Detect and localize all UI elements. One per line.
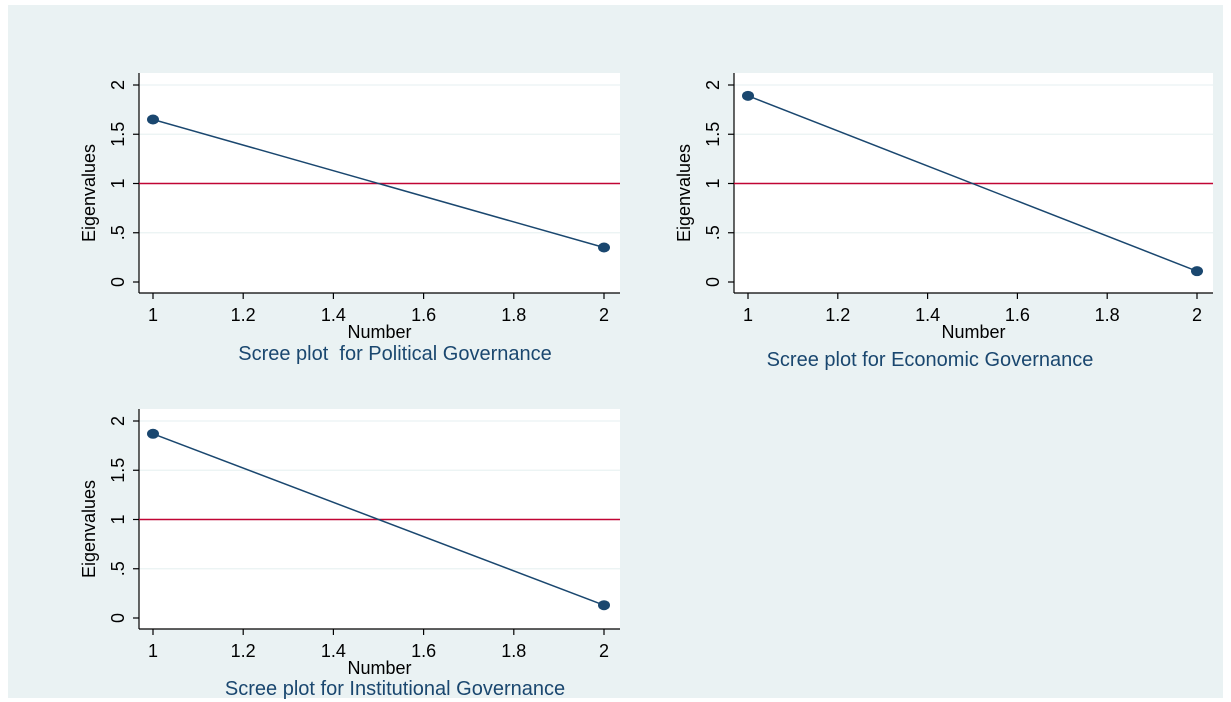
y-tick-label: 1.5: [108, 122, 128, 147]
x-tick-label: 1.2: [231, 305, 256, 325]
data-point: [147, 114, 159, 125]
x-tick-label: 1.6: [411, 641, 436, 661]
y-tick-label: 1.5: [108, 458, 128, 483]
chart-title: Scree plot for Political Governance: [238, 343, 552, 365]
data-point: [598, 242, 610, 253]
x-tick-label: 1: [148, 305, 158, 325]
y-tick-label: 0: [703, 277, 723, 287]
y-tick-label: 0: [108, 277, 128, 287]
series-line: [152, 433, 605, 606]
x-axis-title: Number: [941, 322, 1005, 342]
x-axis-title: Number: [347, 658, 411, 678]
x-tick-label: 2: [599, 305, 609, 325]
y-tick-label: .5: [108, 225, 128, 240]
x-tick-label: 1.4: [321, 641, 346, 661]
x-tick-label: 1.8: [501, 305, 526, 325]
y-tick-label: .5: [108, 561, 128, 576]
y-tick-label: 1: [108, 514, 128, 524]
x-tick-label: 2: [599, 641, 609, 661]
y-axis-title: Eigenvalues: [79, 144, 99, 242]
y-tick-label: 1.5: [703, 122, 723, 147]
x-tick-label: 1.6: [411, 305, 436, 325]
y-tick-label: .5: [703, 225, 723, 240]
x-axis-title: Number: [347, 322, 411, 342]
data-point: [742, 90, 754, 101]
chart-title: Scree plot for Institutional Governance: [225, 678, 565, 700]
y-tick-label: 1: [108, 178, 128, 188]
data-point: [1191, 266, 1203, 277]
chart-title: Scree plot for Economic Governance: [767, 349, 1094, 371]
x-tick-label: 1.8: [501, 641, 526, 661]
y-axis-title: Eigenvalues: [79, 480, 99, 578]
x-tick-label: 1: [743, 305, 753, 325]
x-tick-label: 1.2: [825, 305, 850, 325]
x-tick-label: 1.4: [915, 305, 940, 325]
x-tick-label: 1.8: [1095, 305, 1120, 325]
data-point: [147, 428, 159, 439]
y-axis-title: Eigenvalues: [674, 144, 694, 242]
x-tick-label: 2: [1192, 305, 1202, 325]
x-tick-label: 1.2: [231, 641, 256, 661]
x-tick-label: 1.4: [321, 305, 346, 325]
y-tick-label: 2: [108, 80, 128, 90]
data-point: [598, 600, 610, 611]
y-tick-label: 1: [703, 178, 723, 188]
x-tick-label: 1: [148, 641, 158, 661]
x-tick-label: 1.6: [1005, 305, 1030, 325]
series-line: [747, 95, 1198, 272]
y-tick-label: 2: [108, 416, 128, 426]
y-tick-label: 0: [108, 613, 128, 623]
y-tick-label: 2: [703, 80, 723, 90]
series-line: [152, 118, 605, 249]
